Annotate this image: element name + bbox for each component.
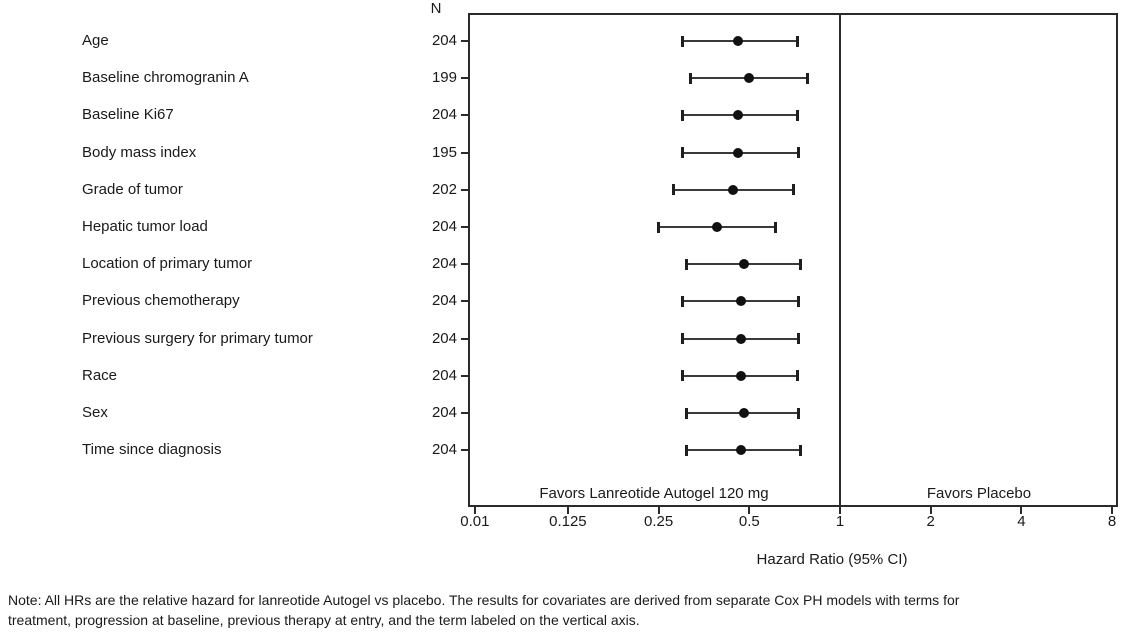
ci-cap-right: [795, 370, 799, 382]
ci-cap-left: [685, 258, 689, 270]
ci-cap-right: [797, 295, 801, 307]
row-label: Location of primary tumor: [82, 255, 253, 273]
ci-cap-left: [657, 221, 661, 233]
row-label: Previous surgery for primary tumor: [82, 329, 313, 347]
row-n-value: 204: [431, 32, 457, 49]
ci-cap-left: [680, 147, 684, 159]
row-n-value: 204: [431, 292, 457, 310]
ci-cap-right: [799, 258, 803, 270]
row-axis-tick: [461, 337, 468, 340]
row-axis-tick: [461, 263, 468, 266]
point-estimate-dot: [744, 73, 755, 84]
ci-cap-right: [795, 109, 799, 121]
row-label: Body mass index: [82, 143, 197, 161]
reference-line-hr1: [839, 13, 841, 507]
x-axis-tick-label: 0.01: [460, 513, 490, 530]
row-n-value: 195: [431, 143, 457, 161]
x-axis-tick: [839, 507, 841, 514]
row-axis-tick: [461, 114, 468, 117]
row-label: Baseline chromogranin A: [82, 69, 249, 87]
favors-placebo-label: Favors Placebo: [926, 485, 1032, 502]
x-axis-tick-label: 1: [835, 513, 845, 530]
row-axis-tick: [461, 374, 468, 377]
plot-box: [468, 13, 1118, 507]
ci-cap-left: [680, 370, 684, 382]
row-axis-tick: [461, 40, 468, 42]
row-n-value: 204: [431, 441, 457, 459]
ci-cap-right: [791, 184, 795, 196]
point-estimate-dot: [736, 333, 747, 344]
footnote-line-1: Note: All HRs are the relative hazard fo…: [8, 592, 960, 608]
row-axis-tick: [461, 412, 468, 414]
n-column-header: N: [430, 0, 442, 17]
x-axis-tick-label: 2: [926, 513, 935, 530]
row-n-value: 204: [431, 404, 457, 421]
ci-cap-left: [680, 35, 684, 47]
row-n-value: 204: [431, 218, 457, 235]
footnote-line-2: treatment, progression at baseline, prev…: [8, 612, 640, 628]
ci-cap-left: [680, 333, 684, 345]
ci-cap-right: [799, 444, 803, 456]
ci-cap-right: [797, 333, 801, 345]
ci-cap-left: [685, 407, 689, 419]
ci-cap-left: [680, 109, 684, 121]
ci-cap-right: [797, 407, 801, 419]
x-axis-tick: [657, 507, 660, 514]
point-estimate-dot: [733, 110, 744, 121]
row-n-value: 202: [431, 180, 457, 198]
favors-lanreotide-label: Favors Lanreotide Autogel 120 mg: [539, 485, 769, 502]
x-axis-tick-label: 0.25: [643, 513, 674, 530]
point-estimate-dot: [738, 259, 749, 270]
row-label: Previous chemotherapy: [82, 292, 240, 310]
x-axis-tick-label: 0.125: [549, 513, 587, 530]
row-label: Sex: [82, 404, 108, 421]
point-estimate-dot: [736, 445, 747, 456]
row-n-value: 204: [431, 329, 457, 347]
x-axis-tick: [473, 507, 476, 514]
ci-cap-left: [680, 295, 684, 307]
x-axis-tick: [748, 507, 751, 514]
x-axis-tick: [566, 507, 569, 514]
point-estimate-dot: [736, 370, 747, 381]
x-axis-tick-label: 4: [1017, 513, 1026, 530]
point-estimate-dot: [738, 408, 749, 418]
row-label: Grade of tumor: [82, 180, 183, 198]
point-estimate-dot: [711, 222, 722, 232]
ci-cap-left: [685, 444, 689, 456]
row-n-value: 199: [431, 69, 457, 87]
row-axis-tick: [461, 300, 468, 303]
row-axis-tick: [461, 188, 468, 191]
row-axis-tick: [461, 226, 468, 228]
ci-cap-right: [773, 221, 777, 233]
row-label: Time since diagnosis: [82, 441, 222, 459]
point-estimate-dot: [736, 296, 747, 307]
x-axis-tick-label: 0.5: [738, 513, 760, 530]
ci-cap-right: [805, 72, 809, 84]
ci-cap-right: [797, 147, 801, 159]
row-n-value: 204: [431, 255, 457, 273]
row-n-value: 204: [431, 366, 457, 384]
ci-cap-left: [671, 184, 675, 196]
x-axis-title: Hazard Ratio (95% CI): [756, 551, 908, 568]
row-label: Race: [82, 366, 118, 384]
x-axis-tick-label: 8: [1107, 513, 1117, 530]
ci-cap-left: [689, 72, 693, 84]
row-n-value: 204: [431, 106, 457, 124]
row-label: Baseline Ki67: [82, 106, 174, 124]
point-estimate-dot: [733, 36, 744, 46]
row-label: Age: [82, 32, 109, 49]
point-estimate-dot: [727, 184, 738, 195]
ci-cap-right: [795, 35, 799, 47]
row-axis-tick: [461, 77, 468, 80]
x-axis-tick: [1020, 507, 1023, 514]
point-estimate-dot: [733, 147, 744, 158]
x-axis-tick: [929, 507, 932, 514]
row-axis-tick: [461, 151, 468, 154]
row-label: Hepatic tumor load: [82, 218, 208, 235]
row-axis-tick: [461, 449, 468, 452]
x-axis-tick: [1111, 507, 1114, 514]
